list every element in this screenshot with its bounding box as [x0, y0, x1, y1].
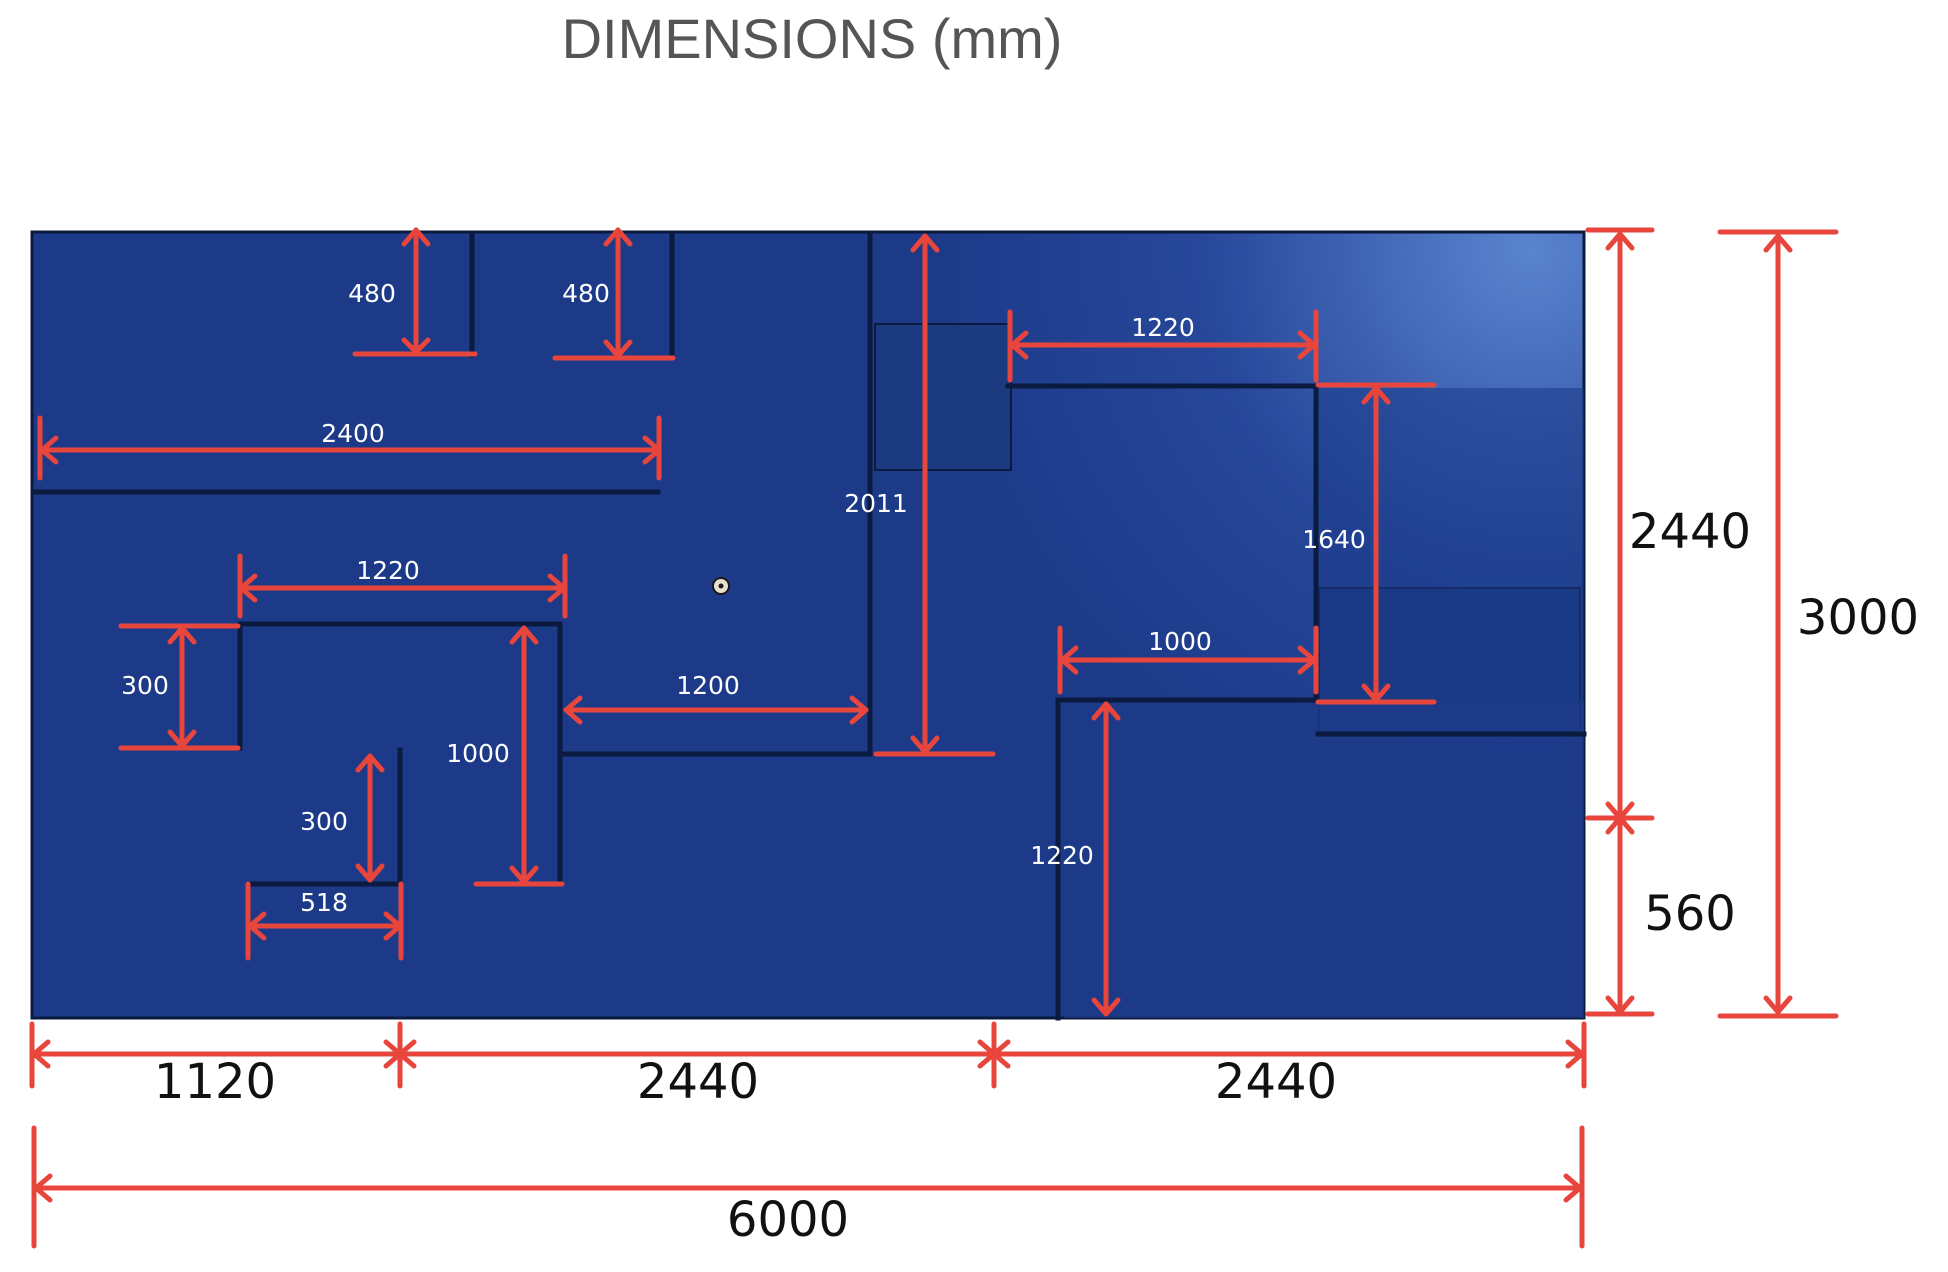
diagram-title: DIMENSIONS (mm) [562, 7, 1063, 70]
dim-line-corridor [563, 695, 869, 725]
center-marker-icon [712, 577, 730, 595]
dim-line-u-wall-right [473, 625, 565, 887]
dim-line-right-mid-wall [1057, 625, 1319, 695]
dim-line-total-width [31, 1125, 1585, 1249]
dim-line-total-height [1717, 229, 1839, 1019]
label-top-left-wall-length: 2400 [321, 419, 385, 448]
dim-line-wall-a [352, 227, 478, 357]
label-corridor-width: 1200 [676, 671, 740, 700]
dim-line-u-wall-top [237, 553, 568, 619]
dim-line-right-lower-wall [1091, 701, 1121, 1017]
label-bottom-segment-2: 2440 [637, 1054, 759, 1110]
label-right-box-height: 1640 [1302, 525, 1366, 554]
dim-line-bottom-segments [29, 1021, 1587, 1089]
label-small-l-width: 518 [300, 888, 348, 917]
label-right-lower-wall-height: 1220 [1030, 841, 1094, 870]
walls [31, 231, 1587, 1021]
label-right-mid-wall-width: 1000 [1148, 627, 1212, 656]
dim-line-wall-b [552, 227, 676, 361]
dim-line-small-l-width [245, 881, 404, 961]
dim-line-top-left-wall [37, 415, 662, 481]
dim-line-small-l-height [355, 753, 385, 883]
dark-panel-top [874, 323, 1012, 471]
wall-right-lower [1055, 697, 1319, 1021]
label-right-segment-upper: 2440 [1629, 504, 1751, 560]
label-wall-a-depth: 480 [348, 279, 396, 308]
label-right-segment-lower: 560 [1644, 886, 1736, 942]
dim-line-right-segments [1585, 227, 1655, 1017]
label-u-wall-top-width: 1220 [356, 556, 420, 585]
lower-right-shade [1064, 700, 1584, 1018]
label-bottom-segment-1: 1120 [154, 1054, 276, 1110]
dim-line-center-wall [873, 233, 996, 757]
label-bottom-segment-3: 2440 [1215, 1054, 1337, 1110]
label-wall-b-depth: 480 [562, 279, 610, 308]
dim-line-right-box [1315, 382, 1437, 705]
label-total-height: 3000 [1797, 590, 1919, 646]
label-u-wall-right-height: 1000 [446, 739, 510, 768]
dim-line-u-wall-left [118, 623, 241, 751]
label-center-wall-height: 2011 [844, 489, 908, 518]
dim-line-right-top-wall [1007, 309, 1319, 383]
label-u-wall-left-height: 300 [121, 671, 169, 700]
dimension-lines [29, 227, 1839, 1249]
label-total-width: 6000 [727, 1192, 849, 1248]
outer-labels: 1120 2440 2440 6000 2440 560 3000 [154, 504, 1919, 1248]
inner-labels: 480 480 2400 1220 300 1000 300 518 1200 … [121, 279, 1366, 917]
right-box-shade [1316, 388, 1584, 734]
floor-plan-board [30, 230, 1586, 1020]
label-right-top-wall-width: 1220 [1131, 313, 1195, 342]
wall-corridor-center [559, 231, 873, 757]
label-small-l-height: 300 [300, 807, 348, 836]
